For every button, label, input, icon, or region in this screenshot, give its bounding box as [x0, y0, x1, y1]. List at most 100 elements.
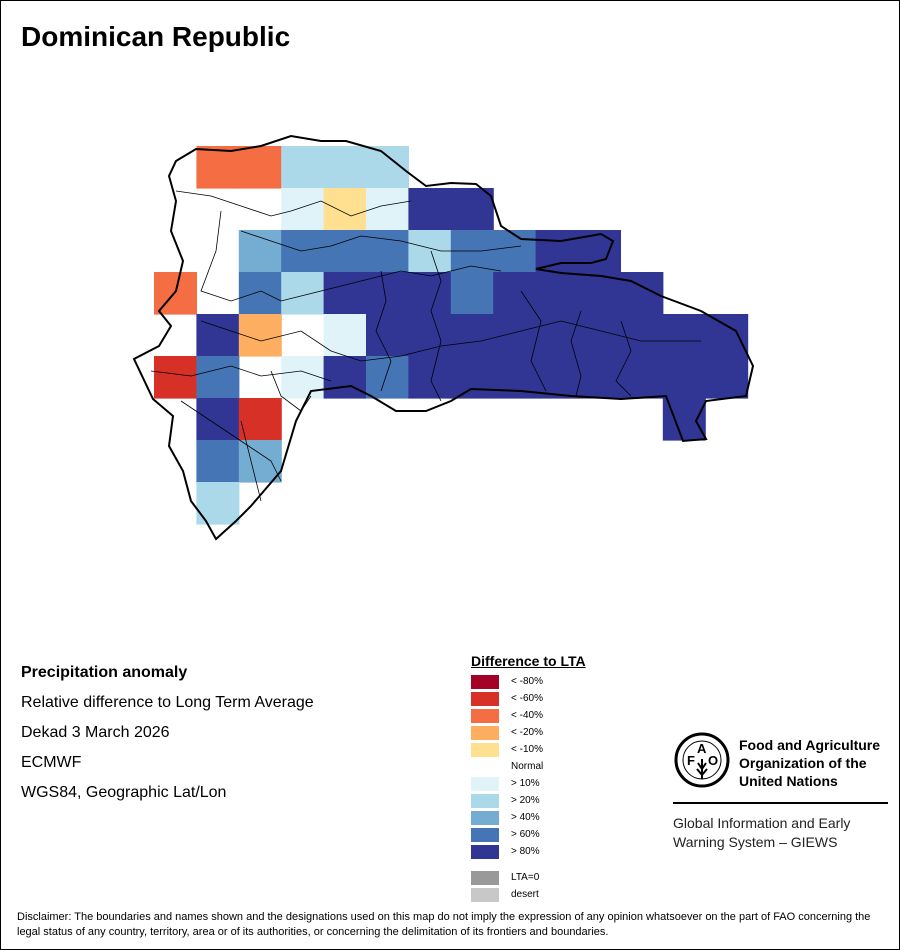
- legend-swatch: [471, 725, 499, 740]
- province-boundaries: [150, 190, 701, 502]
- info-line: ECMWF: [21, 754, 82, 771]
- legend-item: > 80%: [471, 843, 586, 860]
- grid-cell: [535, 230, 579, 273]
- grid-cell: [238, 272, 282, 315]
- legend-label: > 20%: [511, 795, 540, 806]
- grid-cell: [323, 356, 367, 399]
- anomaly-grid: [154, 146, 749, 525]
- grid-cell: [238, 440, 282, 483]
- grid-cell: [281, 272, 325, 315]
- grid-cell: [662, 314, 706, 357]
- grid-cell: [535, 272, 579, 315]
- grid-cell: [281, 230, 325, 273]
- info-line: WGS84, Geographic Lat/Lon: [21, 784, 227, 801]
- fao-org-name: Food and Agriculture Organization of the…: [739, 737, 881, 789]
- grid-cell: [366, 272, 409, 315]
- grid-cell: [366, 188, 409, 231]
- legend-swatch: [471, 844, 499, 859]
- grid-cell: [281, 188, 325, 231]
- grid-cell: [578, 314, 621, 357]
- grid-cell: [366, 230, 409, 273]
- legend-swatch: [471, 887, 499, 902]
- legend-label: > 10%: [511, 778, 540, 789]
- legend-item: desert: [471, 886, 586, 903]
- grid-cell: [323, 314, 367, 357]
- legend: Difference to LTA < -80% < -60% < -40% < -2…: [471, 653, 586, 903]
- grid-cell: [705, 356, 749, 399]
- grid-cell: [493, 314, 537, 357]
- legend-swatch: [471, 691, 499, 706]
- legend-item: < -60%: [471, 690, 586, 707]
- giews-name: Global Information and Early Warning Sys…: [673, 815, 851, 850]
- legend-label: < -60%: [511, 693, 543, 704]
- grid-cell: [366, 356, 409, 399]
- legend-label: LTA=0: [511, 872, 540, 883]
- info-line: Dekad 3 March 2026: [21, 724, 170, 741]
- country-outline: [132, 134, 755, 541]
- legend-swatch: [471, 870, 499, 885]
- grid-cell: [408, 188, 452, 231]
- grid-cell: [493, 272, 537, 315]
- grid-cell: [154, 356, 197, 399]
- info-line: Relative difference to Long Term Average: [21, 694, 314, 711]
- grid-cell: [238, 314, 282, 357]
- grid-cell: [662, 356, 706, 399]
- legend-item: Normal: [471, 758, 586, 775]
- grid-cell: [450, 188, 494, 231]
- legend-label: desert: [511, 889, 539, 900]
- legend-item: > 20%: [471, 792, 586, 809]
- grid-cell: [408, 356, 452, 399]
- grid-cell: [578, 356, 621, 399]
- legend-item: < -10%: [471, 741, 586, 758]
- legend-swatch: [471, 708, 499, 723]
- legend-item: < -80%: [471, 673, 586, 690]
- grid-cell: [408, 314, 452, 357]
- logo-divider: [673, 802, 888, 804]
- legend-label: < -40%: [511, 710, 543, 721]
- fao-emblem-icon: F A O: [674, 732, 730, 788]
- grid-cell: [408, 272, 452, 315]
- grid-cell: [493, 230, 537, 273]
- grid-cell: [450, 272, 494, 315]
- grid-cell: [196, 314, 240, 357]
- svg-text:A: A: [697, 741, 707, 756]
- grid-cell: [281, 146, 325, 189]
- legend-label: < -20%: [511, 727, 543, 738]
- grid-cell: [620, 314, 664, 357]
- legend-label: Normal: [511, 761, 544, 772]
- legend-swatch: [471, 810, 499, 825]
- legend-swatch: [471, 674, 499, 689]
- map-title: Dominican Republic: [21, 21, 291, 52]
- legend-item: > 40%: [471, 809, 586, 826]
- disclaimer: Disclaimer: The boundaries and names sho…: [17, 911, 871, 938]
- grid-cell: [450, 356, 494, 399]
- grid-cell: [705, 314, 749, 357]
- legend-label: < -80%: [511, 676, 543, 687]
- grid-cell: [323, 188, 367, 231]
- legend-label: > 40%: [511, 812, 540, 823]
- grid-cell: [450, 314, 494, 357]
- legend-swatch: [471, 827, 499, 842]
- legend-title: Difference to LTA: [471, 653, 586, 669]
- grid-cell: [323, 146, 367, 189]
- legend-swatch: [471, 759, 499, 774]
- svg-text:O: O: [708, 753, 718, 768]
- legend-label: > 80%: [511, 846, 540, 857]
- legend-label: > 60%: [511, 829, 540, 840]
- grid-cell: [620, 356, 664, 399]
- grid-cell: [238, 230, 282, 273]
- grid-cell: [323, 230, 367, 273]
- legend-swatch: [471, 793, 499, 808]
- grid-cell: [281, 356, 325, 399]
- legend-item: < -20%: [471, 724, 586, 741]
- grid-cell: [366, 314, 409, 357]
- grid-cell: [196, 146, 240, 189]
- grid-cell: [196, 440, 240, 483]
- legend-label: < -10%: [511, 744, 543, 755]
- grid-cell: [196, 356, 240, 399]
- anomaly-map: [132, 134, 755, 541]
- grid-cell: [535, 356, 579, 399]
- grid-cell: [238, 146, 282, 189]
- svg-text:F: F: [687, 753, 695, 768]
